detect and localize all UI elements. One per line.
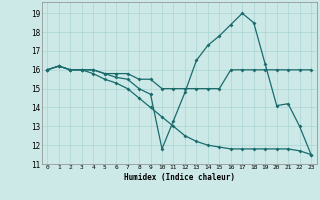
X-axis label: Humidex (Indice chaleur): Humidex (Indice chaleur) <box>124 173 235 182</box>
